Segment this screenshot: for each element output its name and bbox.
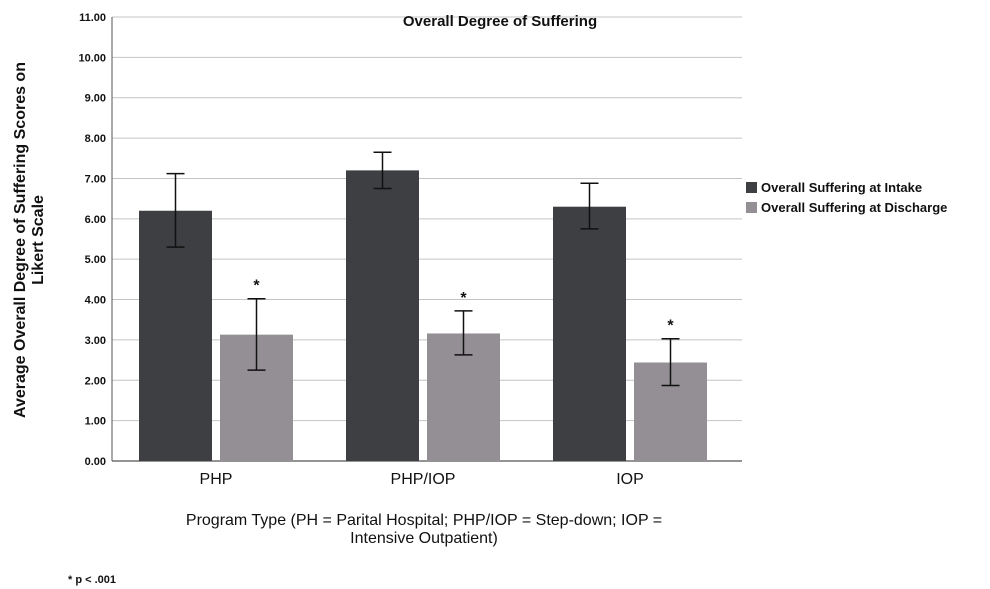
- bar-intake-php: [139, 210, 212, 461]
- chart-title: Overall Degree of Suffering: [403, 13, 597, 30]
- gridlines: [111, 16, 742, 462]
- x-category-label: PHP/IOP: [391, 471, 456, 488]
- legend: Overall Suffering at Intake Overall Suff…: [746, 180, 947, 215]
- x-axis-categories: PHP PHP/IOP IOP: [200, 471, 644, 488]
- bar-intake-php-iop: [346, 170, 419, 461]
- y-tick-label: 7.00: [85, 173, 106, 185]
- x-axis-label-line1: Program Type (PH = Parital Hospital; PHP…: [186, 512, 662, 529]
- y-tick-label: 3.00: [85, 335, 106, 347]
- bars: [139, 170, 707, 461]
- y-tick-label: 10.00: [78, 52, 106, 64]
- y-tick-label: 9.00: [85, 93, 106, 105]
- x-category-label: IOP: [616, 471, 644, 488]
- legend-swatch-intake: [746, 182, 757, 193]
- legend-swatch-discharge: [746, 202, 757, 213]
- y-tick-label: 4.00: [85, 295, 106, 307]
- y-tick-label: 11.00: [79, 12, 106, 24]
- y-tick-label: 2.00: [85, 375, 106, 387]
- significance-star: *: [460, 290, 467, 307]
- y-tick-label: 5.00: [85, 254, 106, 266]
- bar-intake-iop: [553, 206, 626, 461]
- y-tick-label: 6.00: [85, 214, 106, 226]
- y-axis-ticks: 0.00 1.00 2.00 3.00 4.00 5.00 6.00 7.00 8.00 9.00…: [78, 12, 106, 468]
- significance-star: *: [667, 318, 674, 335]
- significance-star: *: [253, 278, 260, 295]
- x-category-label: PHP: [200, 471, 233, 488]
- y-axis-label-line2: Likert Scale: [30, 195, 47, 285]
- y-tick-label: 0.00: [85, 456, 106, 468]
- y-tick-label: 8.00: [85, 133, 106, 145]
- legend-label-intake: Overall Suffering at Intake: [761, 180, 922, 195]
- footnote: * p < .001: [68, 574, 116, 586]
- error-bars: [166, 151, 680, 387]
- y-tick-label: 1.00: [85, 416, 106, 428]
- significance-markers: * * *: [253, 278, 674, 335]
- x-axis-label-line2: Intensive Outpatient): [350, 530, 498, 547]
- legend-label-discharge: Overall Suffering at Discharge: [761, 200, 947, 215]
- y-axis-label-line1: Average Overall Degree of Suffering Scor…: [12, 62, 29, 418]
